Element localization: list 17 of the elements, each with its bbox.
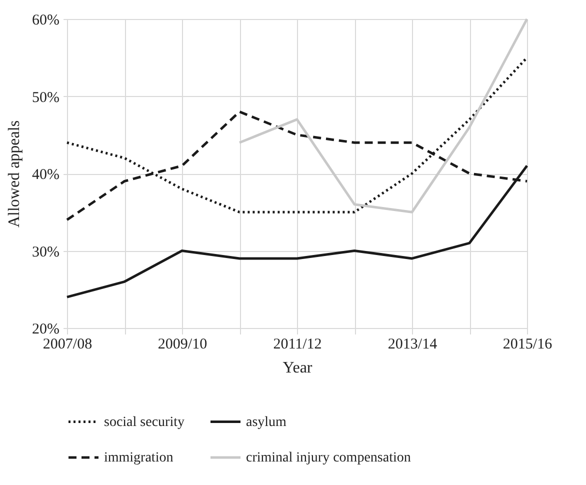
y-tick-label: 60% [32,12,60,28]
x-tick-label: 2013/14 [388,336,438,352]
y-axis-title: Allowed appeals [6,120,24,228]
legend-label: asylum [246,414,287,430]
y-tick-label: 40% [32,167,60,183]
legend-label: immigration [104,450,174,466]
y-tick-label: 50% [32,90,60,106]
legend-label: criminal injury compensation [246,450,411,466]
x-tick-label: 2011/12 [273,336,322,352]
x-axis-title: Year [282,360,313,376]
x-tick-label: 2007/08 [42,336,92,352]
x-tick-label: 2009/10 [158,336,208,352]
line-series [238,18,528,214]
y-tick-label: 30% [32,244,60,260]
legend-label: social security [104,414,184,430]
x-tick-label: 2015/16 [502,336,553,352]
y-tick-label: 20% [32,322,60,338]
